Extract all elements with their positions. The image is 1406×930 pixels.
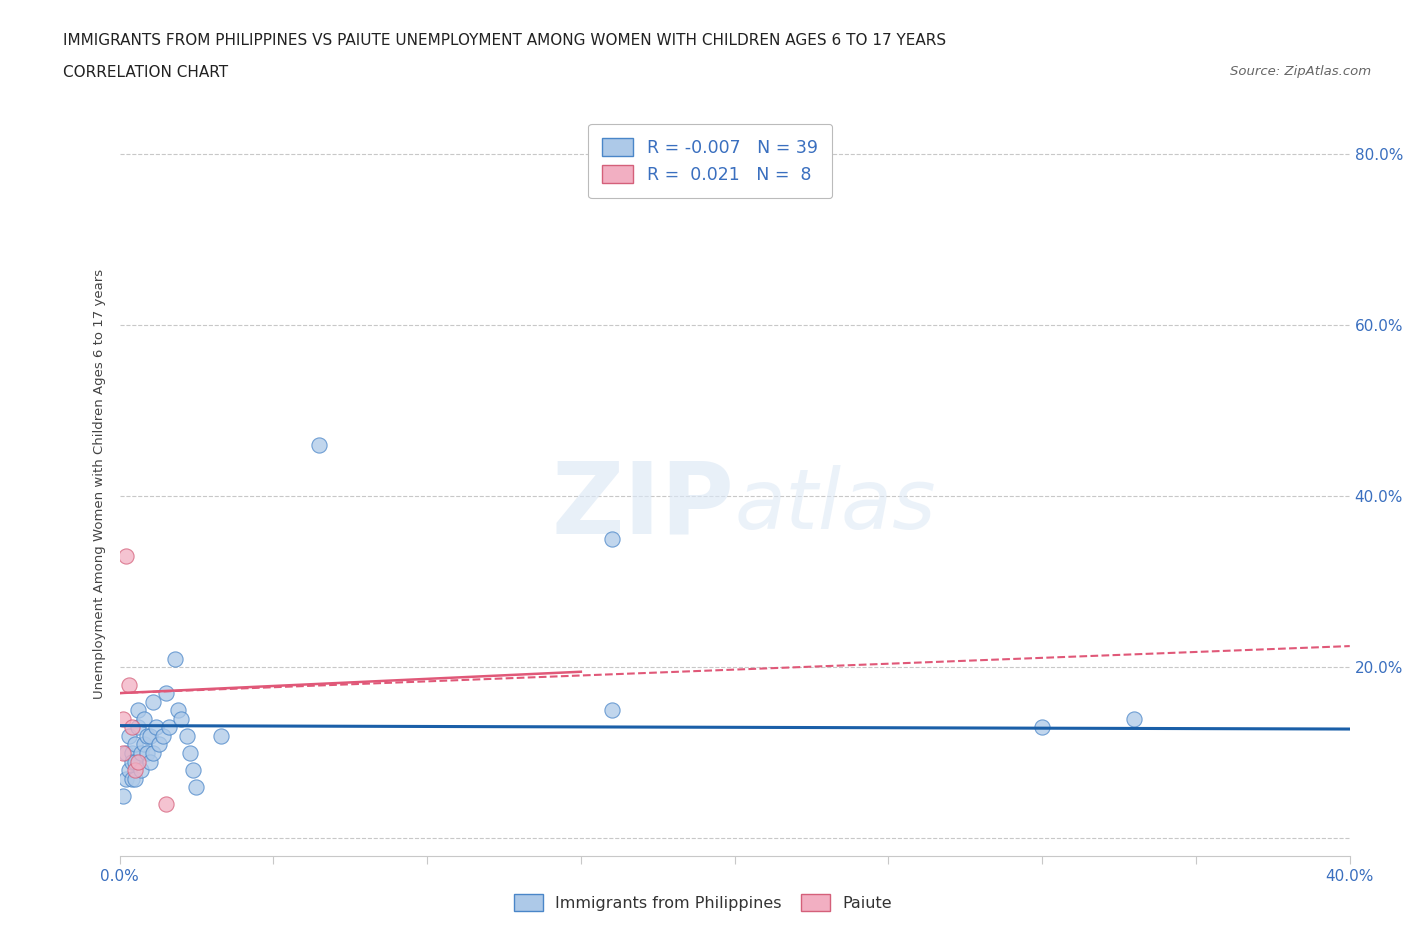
- Y-axis label: Unemployment Among Women with Children Ages 6 to 17 years: Unemployment Among Women with Children A…: [93, 269, 107, 698]
- Point: [114, 746, 136, 761]
- Point: [121, 720, 143, 735]
- Point: [167, 703, 190, 718]
- Point: [111, 711, 134, 726]
- Point: [152, 728, 174, 743]
- Legend: R = -0.007   N = 39, R =  0.021   N =  8: R = -0.007 N = 39, R = 0.021 N = 8: [588, 124, 832, 198]
- Point: [127, 754, 149, 769]
- Legend: Immigrants from Philippines, Paiute: Immigrants from Philippines, Paiute: [508, 888, 898, 917]
- Point: [186, 779, 208, 794]
- Point: [1123, 711, 1146, 726]
- Point: [121, 754, 143, 769]
- Point: [124, 771, 146, 786]
- Point: [118, 728, 141, 743]
- Point: [136, 746, 159, 761]
- Point: [142, 746, 165, 761]
- Point: [127, 703, 149, 718]
- Point: [111, 789, 134, 804]
- Point: [136, 728, 159, 743]
- Point: [170, 711, 193, 726]
- Point: [148, 737, 170, 751]
- Point: [121, 771, 143, 786]
- Point: [176, 728, 198, 743]
- Point: [121, 746, 143, 761]
- Point: [145, 720, 167, 735]
- Point: [179, 746, 201, 761]
- Point: [155, 797, 177, 812]
- Point: [124, 763, 146, 777]
- Point: [600, 532, 623, 547]
- Point: [129, 746, 152, 761]
- Point: [142, 694, 165, 709]
- Point: [209, 728, 232, 743]
- Point: [183, 763, 205, 777]
- Point: [114, 549, 136, 564]
- Point: [118, 763, 141, 777]
- Point: [155, 685, 177, 700]
- Text: CORRELATION CHART: CORRELATION CHART: [63, 65, 228, 80]
- Point: [1031, 720, 1053, 735]
- Point: [114, 771, 136, 786]
- Point: [139, 754, 162, 769]
- Point: [600, 703, 623, 718]
- Point: [111, 746, 134, 761]
- Text: Source: ZipAtlas.com: Source: ZipAtlas.com: [1230, 65, 1371, 78]
- Point: [163, 652, 186, 667]
- Point: [129, 763, 152, 777]
- Text: atlas: atlas: [734, 465, 936, 547]
- Point: [124, 737, 146, 751]
- Point: [139, 728, 162, 743]
- Text: ZIP: ZIP: [551, 458, 734, 554]
- Point: [124, 754, 146, 769]
- Point: [132, 737, 156, 751]
- Point: [127, 720, 149, 735]
- Text: IMMIGRANTS FROM PHILIPPINES VS PAIUTE UNEMPLOYMENT AMONG WOMEN WITH CHILDREN AGE: IMMIGRANTS FROM PHILIPPINES VS PAIUTE UN…: [63, 33, 946, 47]
- Point: [308, 438, 330, 453]
- Point: [132, 711, 156, 726]
- Point: [157, 720, 180, 735]
- Point: [118, 677, 141, 692]
